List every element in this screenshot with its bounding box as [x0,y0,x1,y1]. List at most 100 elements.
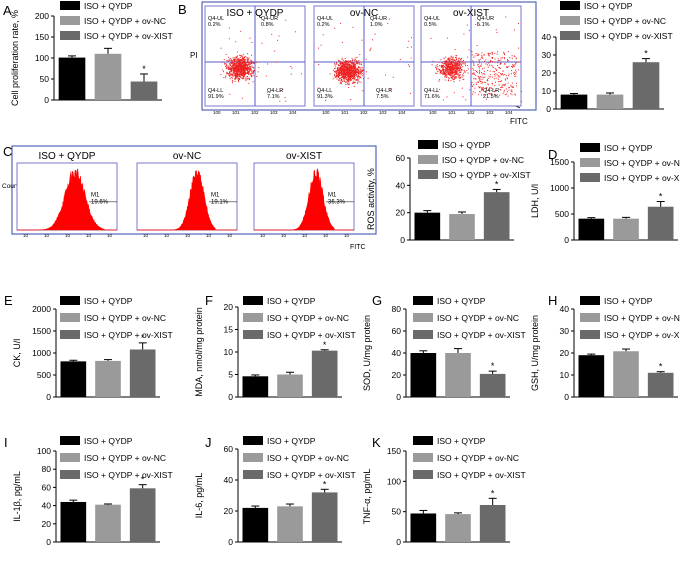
dot [235,59,237,61]
dot [355,70,357,72]
dot [448,62,450,64]
quadrant-label: Q4-LR 7.1% [267,88,283,100]
dot [354,58,356,60]
dot [356,76,358,78]
significance-mark: * [323,479,327,489]
dot [239,68,241,70]
dot [511,55,513,57]
dot [337,74,339,76]
dot [234,74,236,76]
dot [236,70,238,72]
dot [242,57,244,59]
bar [242,507,269,542]
y-tick-label: 40 [42,501,52,511]
dot [359,54,361,56]
dot [410,92,412,94]
dot [452,70,454,72]
y-tick-label: 20 [392,370,402,380]
dot [271,33,273,35]
dot [227,72,229,74]
dot [462,61,464,63]
x-tick-label: 102 [467,110,475,115]
dot [471,93,473,95]
dot [355,79,357,81]
dot [243,64,245,66]
panel-letter: A [3,3,12,18]
dot [241,65,243,67]
dot [342,75,344,77]
dot [243,56,245,58]
dot [250,67,252,69]
dot [457,65,459,67]
legend-label: ISO + QYDP + ov-NC [84,313,166,323]
dot [234,75,236,77]
legend-label: ISO + QYDP + ov-NC [437,313,519,323]
dot [249,62,251,64]
dot [450,63,452,65]
dot [339,77,341,79]
dot [446,74,448,76]
dot [245,68,247,70]
dot [447,58,449,60]
dot [441,65,443,67]
dot [231,77,233,79]
dot [474,73,476,75]
dot [238,61,240,63]
dot [472,69,474,71]
legend-label: ISO + QYDP [437,296,486,306]
dot [349,71,351,73]
dot [470,68,472,70]
dot [349,68,351,70]
dot [502,86,504,88]
dot [354,72,356,74]
dot [444,71,446,73]
dot [451,71,453,73]
dot [477,94,479,96]
dot [354,78,356,80]
dot [473,78,475,80]
dot [455,74,457,76]
dot [238,62,240,64]
quadrant-label-line: Q4-LR [267,88,283,94]
dot [494,75,496,77]
legend-swatch [60,453,80,462]
dot [238,80,240,82]
dot [230,70,232,72]
dot [343,77,345,79]
significance-mark: * [495,179,499,189]
dot [512,86,514,88]
dot [245,58,247,60]
dot [450,72,452,74]
y-tick-label: 0 [396,537,401,547]
dot [235,71,237,73]
dot [355,61,357,63]
dot [485,63,487,65]
dot [351,57,353,59]
dot [456,66,458,68]
dot [359,70,361,72]
dot [513,75,515,77]
dot [459,77,461,79]
dot [265,75,267,77]
dot [350,72,352,74]
dot [301,73,303,75]
dot [228,27,230,29]
dot [343,68,345,70]
dot [466,70,468,72]
dot [249,37,251,39]
dot [232,58,234,60]
x-tick-label: 10 [227,233,233,238]
dot [452,56,454,58]
x-tick-label: 10 [323,233,329,238]
dot [245,63,247,65]
dot [242,68,244,70]
dot [235,73,237,75]
dot [352,65,354,67]
quadrant-label-line: Q4-LL [424,88,439,94]
dot [472,73,474,75]
y-axis-label: ROS activity, % [366,168,376,230]
dot [464,62,466,64]
dot [243,75,245,77]
dot [244,72,246,74]
